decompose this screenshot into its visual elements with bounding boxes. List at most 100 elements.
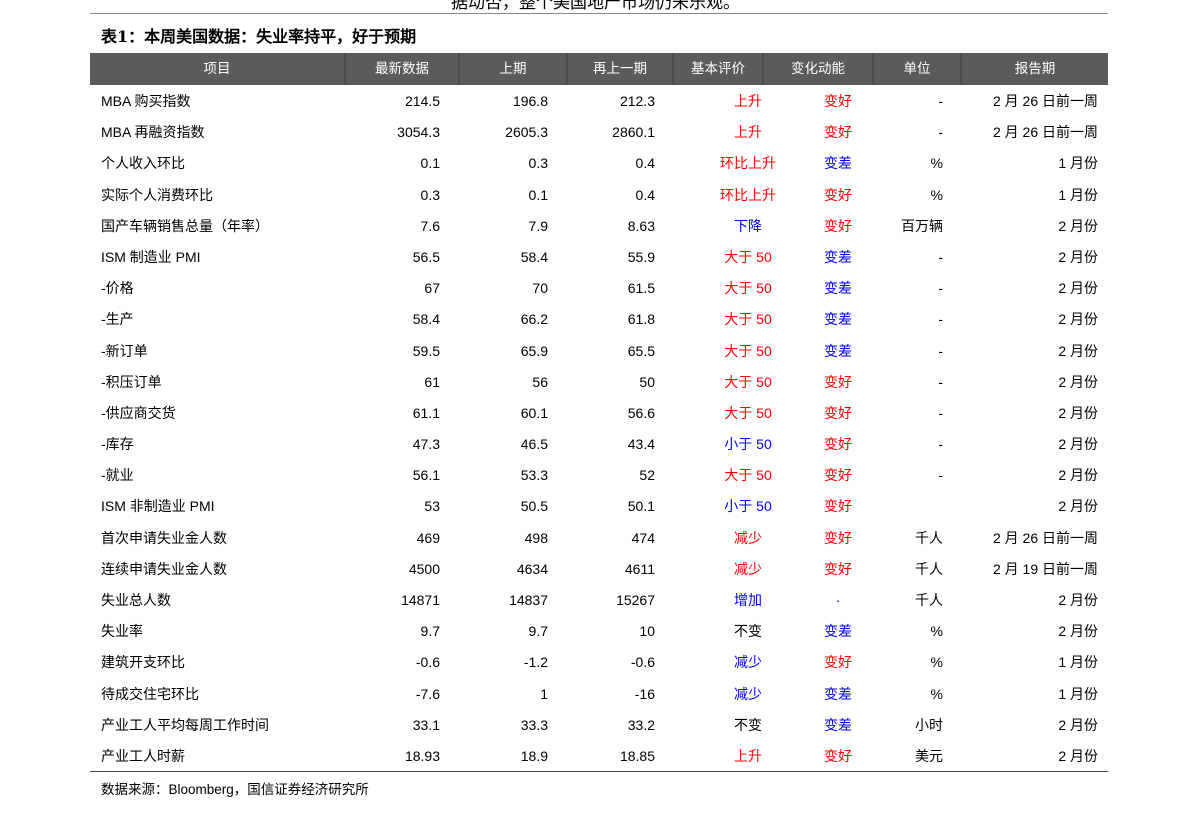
table-row: 建筑开支环比 -0.6 -1.2 -0.6 减少 变好% 1 月份 xyxy=(90,647,1108,678)
previous-paragraph-text: 据动否，整个美国地产市场仍未乐观。 xyxy=(451,0,740,13)
table-row: -积压订单 61 56 50 大于 50 变好 - 2 月份 xyxy=(90,367,1108,398)
header-prev2: 再上一期 xyxy=(568,53,674,85)
prev-cell: 66.2 xyxy=(520,311,548,328)
eval-cell: 上升 xyxy=(734,124,762,141)
prev2-cell: 61.8 xyxy=(627,311,655,328)
prev2-cell: 15267 xyxy=(616,592,655,608)
prev-cell: 4634 xyxy=(516,560,548,577)
latest-cell: 4500 xyxy=(408,560,440,577)
prev-cell: 0.1 xyxy=(528,186,548,203)
table-row: 产业工人时薪 18.93 18.9 18.85 上升 变好 美元 2 月份 xyxy=(90,741,1108,772)
table-header: 项目 最新数据 上期 再上一期 基本评价 变化动能 单位 报告期 xyxy=(90,53,1108,85)
eval-cell: 下降 xyxy=(734,217,762,234)
latest-cell: 214.5 xyxy=(404,93,440,109)
prev2-cell: 212.3 xyxy=(619,93,655,109)
table-row: 失业率 9.7 9.7 10 不变 变差% 2 月份 xyxy=(90,616,1108,647)
table-row: -就业 56.1 53.3 52 大于 50 变好 - 2 月份 xyxy=(90,460,1108,491)
prev-cell: 18.9 xyxy=(520,747,548,764)
latest-cell: 59.5 xyxy=(412,342,440,359)
eval-cell: 小于 50 xyxy=(724,436,772,453)
latest-cell: 61.1 xyxy=(412,404,440,421)
change-cell: · xyxy=(835,592,841,608)
eval-cell: 大于 50 xyxy=(724,467,772,484)
divider xyxy=(90,13,1108,14)
item-cell: 首次申请失业金人数 xyxy=(101,529,227,546)
prev-cell: 0.3 xyxy=(528,155,548,172)
change-cell: 变差 xyxy=(824,311,852,328)
change-cell: 变差 xyxy=(824,280,852,297)
latest-cell: 3054.3 xyxy=(397,124,440,141)
prev2-cell: 474 xyxy=(631,529,655,546)
prev2-cell: 4611 xyxy=(624,560,655,577)
table-row: MBA 购买指数 214.5 196.8 212.3 上升 变好 - 2 月 26 日前一周 xyxy=(90,86,1108,117)
prev2-cell: 0.4 xyxy=(635,186,655,203)
header-period: 报告期 xyxy=(1014,61,1056,77)
latest-cell: 18.93 xyxy=(404,747,440,764)
unit-cell: % xyxy=(930,155,943,172)
table-row: 实际个人消费环比 0.3 0.1 0.4 环比上升 变好% 1 月份 xyxy=(90,180,1108,211)
table-row: -价格 67 70 61.5 大于 50 变差 - 2 月份 xyxy=(90,273,1108,304)
latest-cell: 7.6 xyxy=(420,217,440,234)
unit-cell: 美元 xyxy=(915,747,943,764)
prev-cell: 14837 xyxy=(509,592,548,608)
eval-cell: 大于 50 xyxy=(724,311,772,328)
table-title: 表1：本周美国数据：失业率持平，好于预期 xyxy=(101,27,417,46)
change-cell: 变差 xyxy=(824,248,852,265)
prev2-cell: 18.85 xyxy=(619,747,655,764)
eval-cell: 大于 50 xyxy=(724,373,772,390)
prev2-cell: 56.6 xyxy=(627,404,655,421)
period-cell: 1 月份 xyxy=(1058,155,1098,172)
unit-cell: - xyxy=(938,342,943,359)
item-cell: 失业总人数 xyxy=(101,592,171,608)
table-row: MBA 再融资指数 3054.3 2605.3 2860.1 上升 变好 - 2 月 26 日… xyxy=(90,117,1108,148)
prev2-cell: 52 xyxy=(639,467,655,484)
prev-cell: 498 xyxy=(524,529,548,546)
unit-cell: - xyxy=(938,93,943,109)
table-row: ISM 非制造业 PMI 53 50.5 50.1 小于 50 变好 2 月份 xyxy=(90,491,1108,522)
eval-cell: 环比上升 xyxy=(720,155,776,172)
table-row: -库存 47.3 46.5 43.4 小于 50 变好 - 2 月份 xyxy=(90,429,1108,460)
change-cell: 变好 xyxy=(824,436,852,453)
prev2-cell: 65.5 xyxy=(627,342,655,359)
prev-cell: 60.1 xyxy=(520,404,548,421)
period-cell: 2 月 26 日前一周 xyxy=(992,529,1098,546)
change-cell: 变好 xyxy=(824,529,852,546)
unit-cell: % xyxy=(930,623,943,640)
item-cell: ISM 制造业 PMI xyxy=(101,248,201,265)
period-cell: 2 月份 xyxy=(1058,217,1098,234)
unit-cell: - xyxy=(938,467,943,484)
latest-cell: 67 xyxy=(424,280,440,297)
latest-cell: -7.6 xyxy=(415,685,440,702)
latest-cell: 53 xyxy=(424,498,440,515)
header-unit: 单位 xyxy=(874,53,962,85)
prev2-cell: 43.4 xyxy=(627,436,655,453)
item-cell: 产业工人平均每周工作时间 xyxy=(101,716,269,733)
period-cell: 2 月份 xyxy=(1058,311,1098,328)
prev-cell: 50.5 xyxy=(520,498,548,515)
table-row: -新订单 59.5 65.9 65.5 大于 50 变差 - 2 月份 xyxy=(90,336,1108,367)
unit-cell: % xyxy=(930,685,943,702)
latest-cell: 14871 xyxy=(401,592,440,608)
latest-cell: -0.6 xyxy=(415,654,440,671)
period-cell: 2 月 26 日前一周 xyxy=(992,93,1098,109)
item-cell: -积压订单 xyxy=(101,373,162,390)
eval-cell: 不变 xyxy=(734,716,762,733)
latest-cell: 61 xyxy=(424,373,440,390)
change-cell: 变好 xyxy=(824,467,852,484)
period-cell: 1 月份 xyxy=(1058,685,1098,702)
eval-cell: 增加 xyxy=(734,592,762,608)
item-cell: -新订单 xyxy=(101,342,148,359)
change-cell: 变好 xyxy=(824,186,852,203)
eval-cell: 小于 50 xyxy=(724,498,772,515)
period-cell: 2 月 19 日前一周 xyxy=(992,560,1098,577)
prev-cell: 56 xyxy=(532,373,548,390)
unit-cell: 千人 xyxy=(915,560,943,577)
change-cell: 变好 xyxy=(824,560,852,577)
prev-cell: 33.3 xyxy=(520,716,548,733)
eval-cell: 减少 xyxy=(734,654,762,671)
latest-cell: 469 xyxy=(416,529,440,546)
prev2-cell: 61.5 xyxy=(627,280,655,297)
prev-cell: 53.3 xyxy=(520,467,548,484)
item-cell: -价格 xyxy=(101,280,134,297)
table-row: -供应商交货 61.1 60.1 56.6 大于 50 变好 - 2 月份 xyxy=(90,398,1108,429)
